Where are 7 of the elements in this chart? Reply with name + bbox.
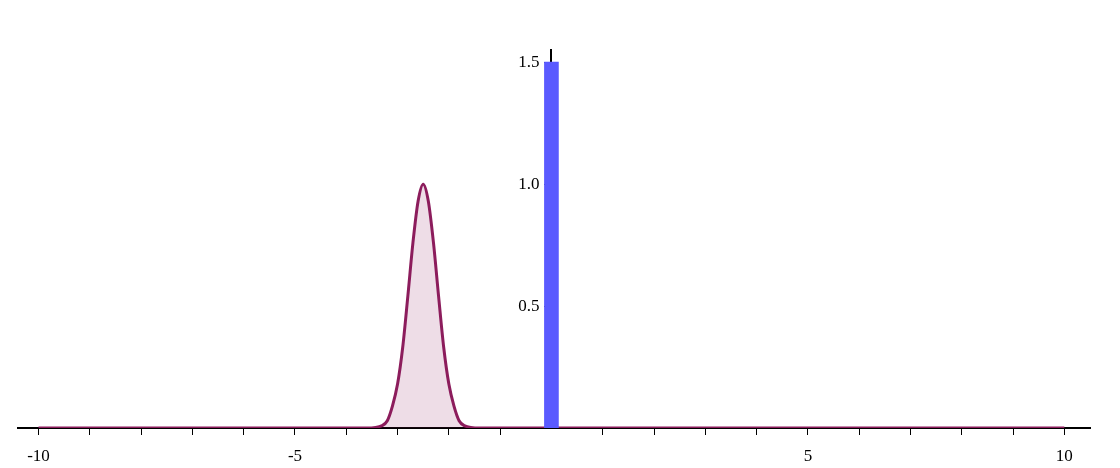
x-tick-label: 10 (1055, 445, 1073, 465)
x-tick-label: 5 (803, 445, 813, 465)
x-tick-label: -5 (287, 445, 303, 465)
x-tick-label: -10 (27, 445, 50, 465)
y-tick-label: 0.5 (518, 295, 540, 315)
y-tick-label: 1.5 (518, 51, 540, 71)
y-tick-label: 1.0 (518, 173, 540, 193)
